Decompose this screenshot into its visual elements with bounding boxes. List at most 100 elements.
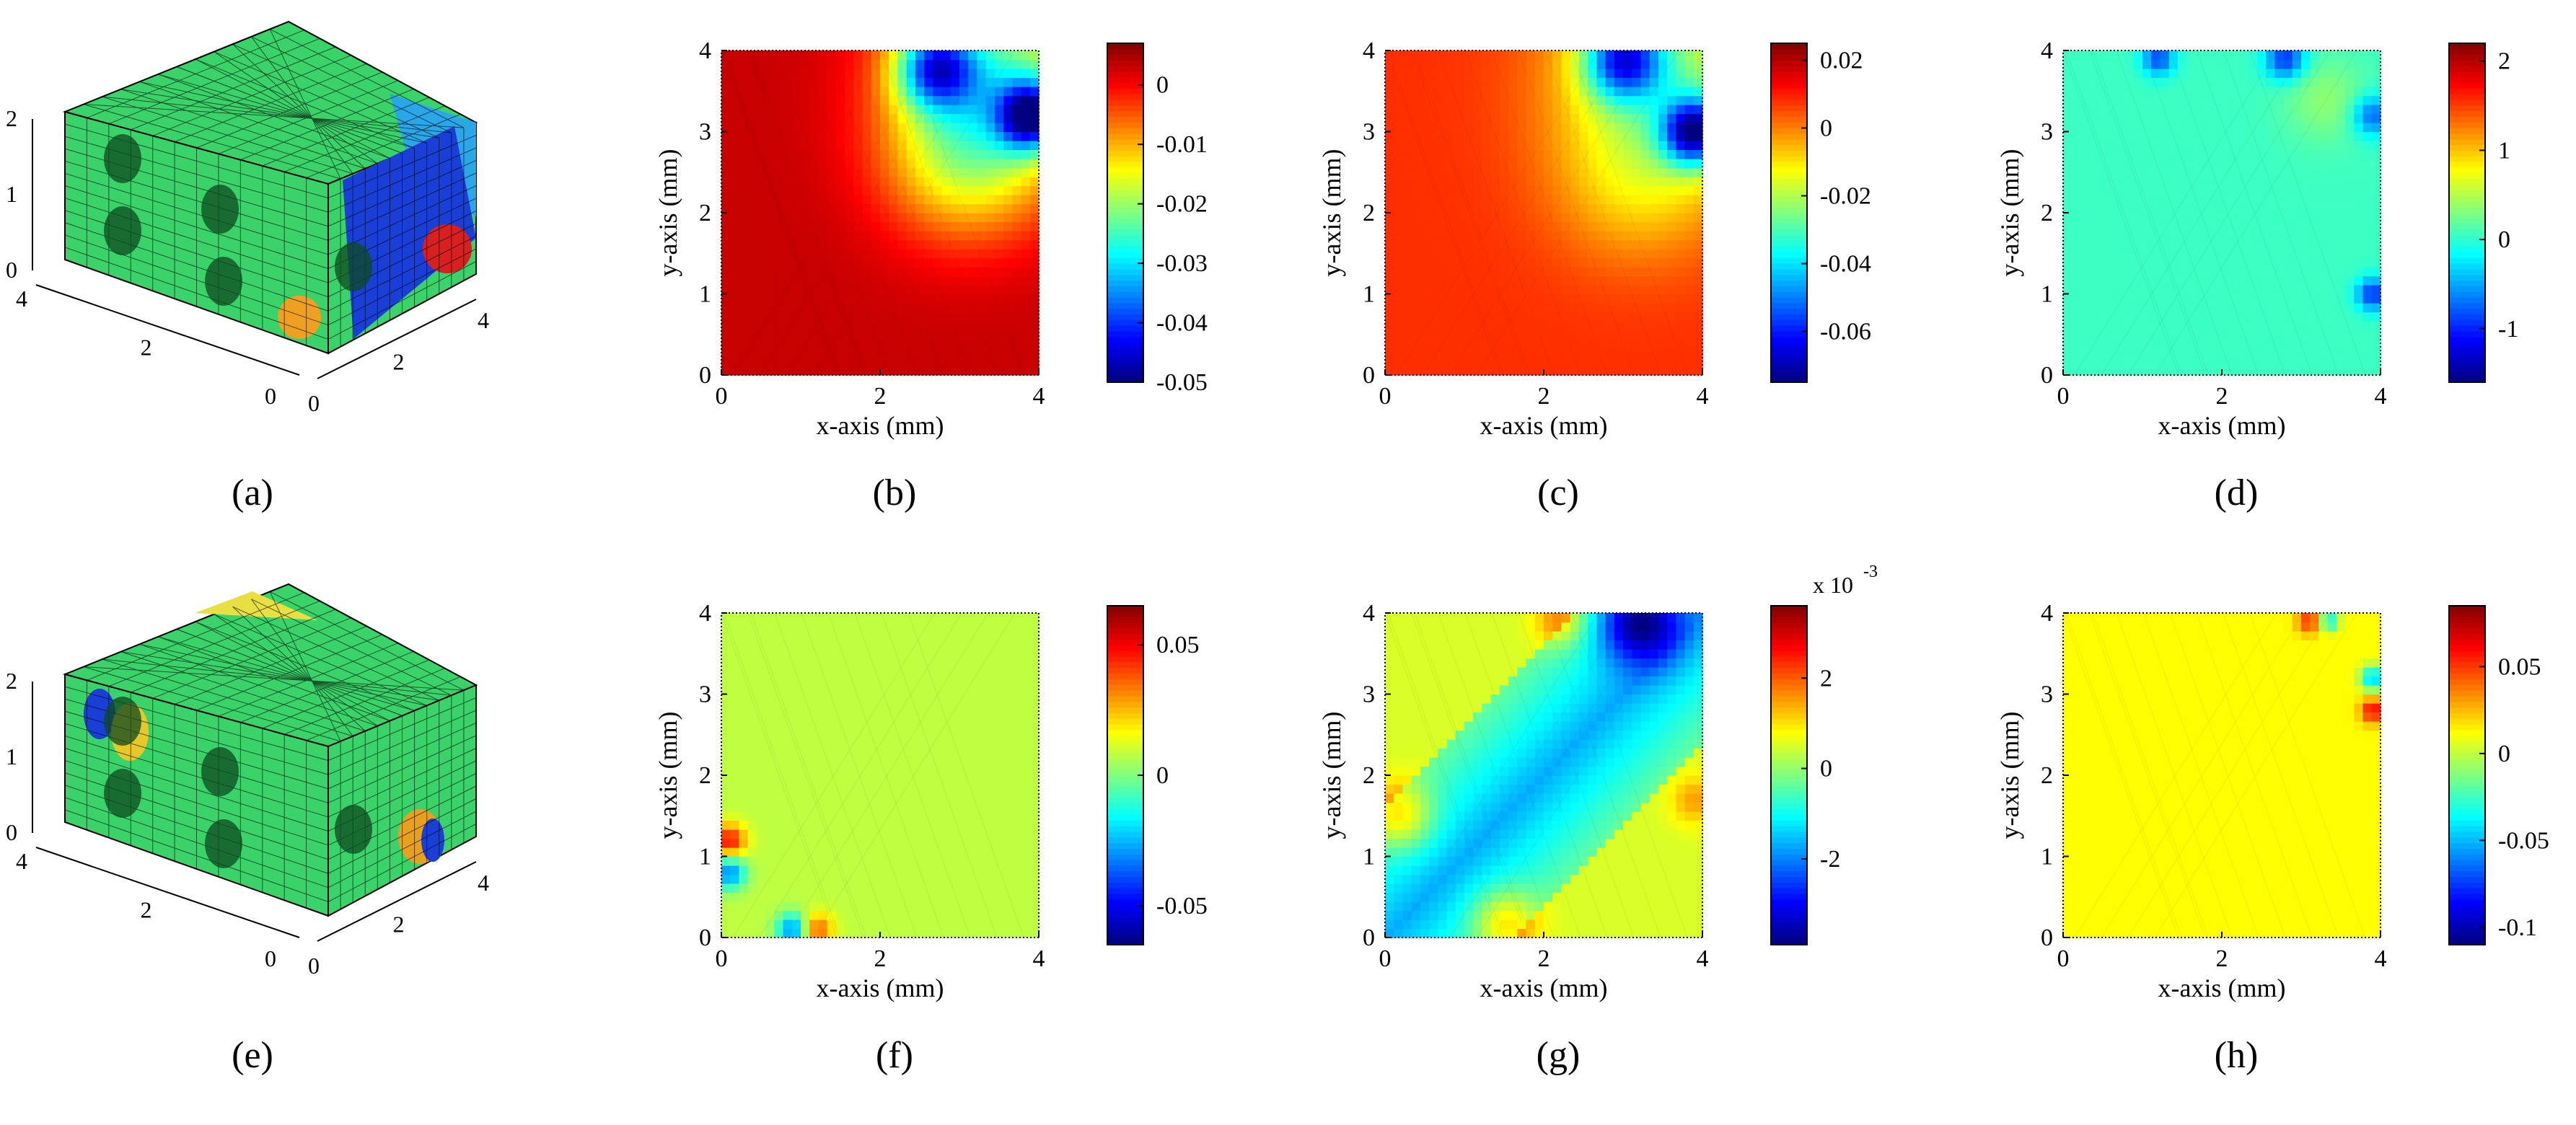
heatmap-cell [2239,275,2249,286]
heatmap-cell [1552,69,1562,79]
heatmap-cell [1614,339,1624,349]
heatmap-cell [1614,59,1624,69]
heatmap-cell [2292,312,2302,322]
heatmap-cell [1021,123,1031,133]
heatmap-cell [739,366,749,376]
heatmap-cell [2256,267,2267,277]
heatmap-cell [1534,257,1544,268]
heatmap-cell [950,348,960,358]
heatmap-cell [721,892,731,902]
heatmap-cell [906,195,916,205]
heatmap-cell [756,802,766,812]
heatmap-cell [2204,123,2214,133]
heatmap-cell [941,267,951,277]
heatmap-cell [968,267,978,277]
heatmap-cell [1411,131,1421,141]
heatmap-cell [1482,167,1492,177]
heatmap-cell [2107,267,2116,277]
heatmap-cell [959,50,969,61]
heatmap-cell [1411,348,1421,358]
heatmap-cell [959,330,969,340]
heatmap-cell [827,77,837,87]
heatmap-cell [871,339,881,349]
heatmap-cell [2336,141,2346,151]
heatmap-cell [721,330,731,340]
heatmap-cell [1588,159,1597,169]
heatmap-cell [835,87,845,97]
heatmap-cell [1473,167,1483,177]
heatmap-cell [994,285,1004,295]
heatmap-cell [1473,69,1483,79]
heatmap-cell [1588,221,1597,231]
heatmap-cell [765,829,775,839]
heatmap-cell [1464,141,1474,151]
heatmap-cell [1596,69,1606,79]
heatmap-cell [2080,195,2091,205]
heatmap-cell [791,303,801,313]
heatmap-cell [730,366,740,376]
heatmap-cell [933,123,943,133]
heatmap-cell [1012,339,1022,349]
heatmap-cell [1394,221,1404,231]
heatmap-cell [783,910,793,920]
colorbar-segment [2449,213,2485,219]
heatmap-cell [2371,177,2381,187]
heatmap-cell [1482,213,1492,223]
heatmap-cell [994,141,1004,151]
heatmap-cell [889,177,899,187]
heatmap-cell [880,141,889,151]
heatmap-cell [1684,339,1694,349]
heatmap-cell [1649,95,1659,105]
heatmap-cell [2230,330,2241,340]
heatmap-cell [1394,321,1404,331]
heatmap-cell [1446,77,1456,87]
mesh-line [774,50,891,376]
heatmap-cell [791,838,801,848]
heatmap-cell [1632,105,1642,115]
heatmap-cell [730,239,740,250]
heatmap-cell [774,676,784,686]
heatmap-cell [827,721,837,731]
heatmap-cell [1420,213,1430,223]
heatmap-cell [2318,294,2329,304]
heatmap-cell [1570,177,1580,187]
heatmap-cell [818,177,828,187]
heatmap-cell [1578,249,1588,259]
heatmap-cell [721,131,731,141]
heatmap-cell [2318,348,2329,358]
heatmap-cell [809,685,819,695]
heatmap-cell [1570,203,1580,213]
heatmap-cell [1473,131,1483,141]
heatmap-cell [985,239,995,250]
heatmap-cell [2063,141,2072,151]
heatmap-cell [765,312,775,322]
heatmap-cell [1605,203,1615,213]
heatmap-cell [2354,239,2364,250]
heatmap-cell [783,883,793,894]
heatmap-cell [1570,312,1580,322]
heatmap-cell [1438,249,1448,259]
heatmap-cell [809,348,819,358]
heatmap-cell [1640,113,1650,123]
heatmap-cell [1570,348,1580,358]
heatmap-cell [1411,275,1421,286]
heatmap-cell [2212,77,2223,87]
heatmap-cell [845,631,854,641]
heatmap-cell [809,658,819,668]
heatmap-cell [2327,257,2337,268]
heatmap-cell [2371,59,2381,69]
heatmap-cell [2310,249,2320,259]
heatmap-cell [2371,303,2381,313]
heatmap-cell [1570,59,1580,69]
heatmap-cell [1012,285,1022,295]
heatmap-cell [835,667,845,677]
heatmap-cell [941,131,951,141]
heatmap-cell [1482,267,1492,277]
heatmap-cell [968,366,978,376]
heatmap-cell [1667,105,1676,115]
heatmap-cell [1667,267,1676,277]
heatmap-cell [853,685,863,695]
heatmap-cell [2072,69,2082,79]
heatmap-cell [2063,87,2072,97]
heatmap-cell [933,366,943,376]
